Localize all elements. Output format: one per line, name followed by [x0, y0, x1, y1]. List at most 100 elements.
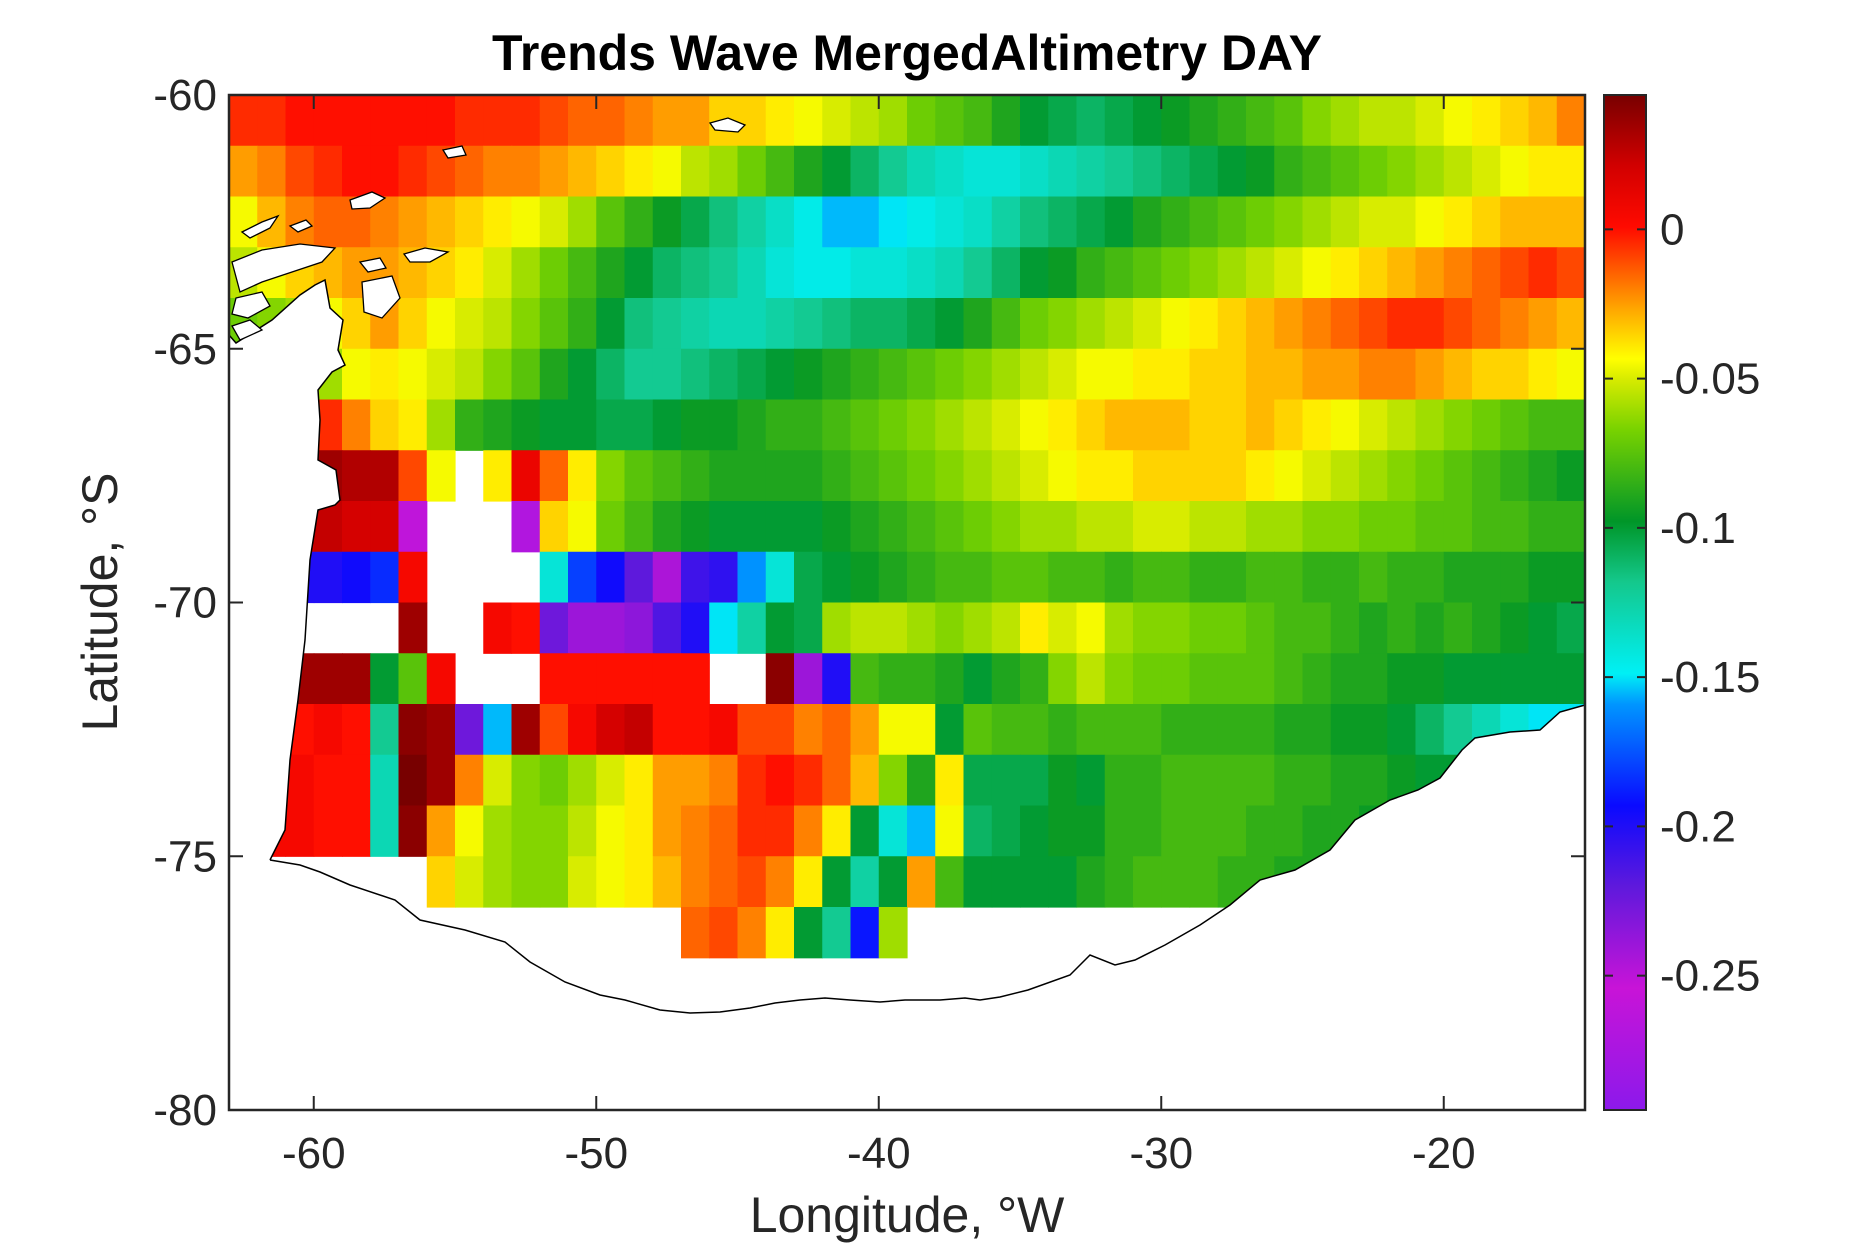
heatmap-cell [709, 450, 739, 502]
heatmap-cell [1189, 501, 1219, 553]
heatmap-cell [1104, 653, 1134, 705]
heatmap-cell [907, 298, 936, 350]
heatmap-cell [568, 95, 597, 147]
heatmap-cell [426, 95, 456, 147]
heatmap-cell [737, 95, 767, 147]
heatmap-cell [257, 95, 287, 147]
heatmap-cell [737, 856, 767, 908]
heatmap-cell [229, 704, 258, 756]
heatmap-cell [229, 196, 258, 248]
heatmap-cell [737, 551, 767, 604]
heatmap-cell [1020, 247, 1049, 299]
heatmap-cell [1104, 399, 1134, 451]
heatmap-cell [1189, 196, 1219, 248]
heatmap-cell [342, 704, 371, 756]
heatmap-cell [963, 399, 993, 451]
heatmap-cell [1161, 754, 1191, 807]
heatmap-cell [737, 704, 767, 756]
heatmap-cell [539, 196, 569, 248]
heatmap-cell [850, 551, 880, 604]
heatmap-cell [483, 450, 513, 502]
heatmap-cell [1500, 450, 1530, 502]
heatmap-cell [483, 754, 513, 807]
heatmap-cell [1302, 95, 1332, 147]
heatmap-cell [313, 551, 343, 604]
heatmap-cell [398, 704, 428, 756]
island-shape [402, 247, 450, 263]
heatmap-cell [455, 704, 484, 756]
heatmap-cell [1020, 501, 1049, 553]
heatmap-cell [1161, 450, 1191, 502]
heatmap-cell [511, 348, 541, 401]
heatmap-cell [1415, 247, 1445, 299]
heatmap-cell [1302, 196, 1332, 248]
heatmap-cell [1048, 298, 1078, 350]
heatmap-cell [1387, 805, 1417, 857]
island-shape [231, 319, 264, 341]
heatmap-cell [765, 95, 795, 147]
heatmap-cell [935, 551, 965, 604]
heatmap-cell [709, 704, 739, 756]
heatmap-cell [1161, 196, 1191, 248]
heatmap-cell [963, 501, 993, 553]
heatmap-cell [765, 399, 795, 451]
heatmap-cell [1330, 450, 1360, 502]
heatmap-cell [1020, 551, 1049, 604]
heatmap-cell [1302, 704, 1332, 756]
heatmap-cell [426, 856, 456, 908]
heatmap-cell [398, 754, 428, 807]
heatmap-cell [878, 551, 908, 604]
heatmap-cell [991, 145, 1021, 198]
heatmap-cell [1246, 145, 1275, 198]
heatmap-cell [963, 602, 993, 654]
heatmap-cell [1274, 501, 1304, 553]
heatmap-cell [511, 145, 541, 198]
heatmap-cell [1189, 298, 1219, 350]
heatmap-cell [1133, 551, 1162, 604]
heatmap-cell [794, 450, 823, 502]
heatmap-cell [991, 298, 1021, 350]
heatmap-cell [935, 196, 965, 248]
heatmap-cell [257, 653, 287, 705]
heatmap-cell [342, 653, 371, 705]
heatmap-cell [1443, 399, 1473, 451]
heatmap-cell [822, 754, 852, 807]
heatmap-cell [313, 653, 343, 705]
heatmap-cell [1387, 348, 1417, 401]
heatmap-cell [285, 704, 315, 756]
heatmap-cell [398, 95, 428, 147]
heatmap-cell [1104, 501, 1134, 553]
heatmap-cell [652, 145, 682, 198]
heatmap-cell [1472, 298, 1501, 350]
heatmap-cell [1246, 95, 1275, 147]
heatmap-cell [1274, 145, 1304, 198]
heatmap-cell [850, 450, 880, 502]
heatmap-cell [1246, 856, 1275, 908]
heatmap-cell [1472, 450, 1501, 502]
heatmap-cell [455, 95, 484, 147]
heatmap-cell [1048, 602, 1078, 654]
heatmap-cell [1274, 399, 1304, 451]
heatmap-cell [1104, 145, 1134, 198]
heatmap-cell [313, 196, 343, 248]
heatmap-cell [1330, 196, 1360, 248]
heatmap-cell [511, 399, 541, 451]
heatmap-cell [229, 95, 258, 147]
heatmap-cell [1104, 298, 1134, 350]
heatmap-cell [1020, 196, 1049, 248]
heatmap-cell [1500, 298, 1530, 350]
heatmap-cell [1133, 196, 1162, 248]
heatmap-cell [1020, 348, 1049, 401]
heatmap-cell [907, 399, 936, 451]
heatmap-cell [483, 856, 513, 908]
heatmap-cell [426, 450, 456, 502]
heatmap-cell [1387, 501, 1417, 553]
heatmap-cell [1246, 196, 1275, 248]
heatmap-cell [963, 754, 993, 807]
heatmap-cell [907, 704, 936, 756]
heatmap-cell [822, 602, 852, 654]
heatmap-cell [1302, 348, 1332, 401]
heatmap-cell [1528, 399, 1558, 451]
heatmap-cell [1472, 653, 1501, 705]
heatmap-cell [737, 907, 767, 959]
